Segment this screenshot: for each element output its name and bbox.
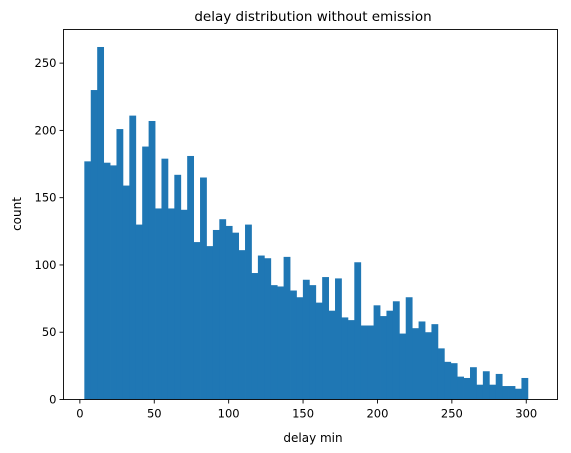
histogram-bar bbox=[270, 285, 278, 400]
histogram-bar bbox=[245, 224, 252, 400]
histogram-bar bbox=[450, 363, 458, 400]
x-axis: 0 50 100 150 200 250 300 bbox=[76, 399, 537, 421]
histogram-bar bbox=[328, 310, 336, 400]
histogram-bar bbox=[418, 321, 426, 400]
histogram-bar bbox=[341, 317, 349, 400]
histogram-bar bbox=[84, 161, 92, 400]
histogram-bar bbox=[155, 208, 162, 400]
histogram-bar bbox=[135, 224, 143, 400]
histogram-bar bbox=[200, 177, 207, 400]
histogram-bar bbox=[373, 305, 381, 400]
histogram-bar bbox=[219, 219, 227, 400]
histogram-bar bbox=[116, 129, 124, 400]
histogram-bar bbox=[238, 250, 246, 400]
histogram-bar bbox=[367, 325, 374, 400]
histogram-bar bbox=[90, 90, 98, 400]
x-tick-label: 0 bbox=[76, 407, 83, 421]
histogram-bar bbox=[167, 208, 175, 400]
histogram-bars bbox=[84, 46, 529, 400]
y-axis-label: count bbox=[10, 197, 24, 231]
y-tick-label: 100 bbox=[35, 258, 57, 272]
y-tick-label: 0 bbox=[49, 393, 56, 407]
histogram-bar bbox=[437, 348, 445, 400]
histogram-bar bbox=[97, 46, 105, 400]
histogram-bar bbox=[405, 297, 413, 400]
histogram-bar bbox=[347, 320, 355, 400]
histogram-bar bbox=[193, 242, 201, 400]
histogram-bar bbox=[148, 120, 156, 400]
histogram-bar bbox=[322, 277, 329, 400]
histogram-bar bbox=[476, 384, 484, 400]
y-axis: 0 50 100 150 200 250 bbox=[35, 56, 64, 407]
histogram-bar bbox=[251, 273, 259, 400]
histogram-bar bbox=[257, 255, 265, 400]
histogram-bar bbox=[380, 316, 387, 400]
y-tick-label: 250 bbox=[35, 56, 57, 70]
x-tick-label: 100 bbox=[218, 407, 240, 421]
histogram-bar bbox=[489, 384, 497, 400]
x-tick-label: 300 bbox=[515, 407, 537, 421]
y-tick-label: 50 bbox=[42, 325, 57, 339]
histogram-bar bbox=[174, 174, 182, 400]
histogram-bar bbox=[309, 285, 317, 400]
histogram-bar bbox=[521, 377, 529, 400]
histogram-bar bbox=[212, 229, 220, 400]
x-tick-label: 150 bbox=[292, 407, 314, 421]
chart-title: delay distribution without emission bbox=[194, 9, 431, 25]
histogram-bar bbox=[302, 279, 310, 400]
y-tick-label: 150 bbox=[35, 191, 57, 205]
histogram-bar bbox=[225, 225, 233, 400]
histogram-bar bbox=[122, 185, 130, 400]
histogram-bar bbox=[444, 361, 452, 400]
histogram-bar bbox=[161, 158, 169, 400]
histogram-bar bbox=[463, 377, 471, 400]
histogram-bar bbox=[335, 278, 342, 400]
histogram-bar bbox=[502, 386, 509, 400]
histogram-bar bbox=[129, 115, 137, 400]
histogram-bar bbox=[392, 301, 400, 400]
histogram-bar bbox=[264, 258, 272, 400]
histogram-bar bbox=[412, 328, 419, 400]
histogram-bar bbox=[110, 165, 117, 400]
histogram-bar bbox=[296, 297, 304, 400]
histogram-bar bbox=[103, 162, 111, 400]
histogram-bar bbox=[315, 302, 323, 400]
x-tick-label: 50 bbox=[147, 407, 162, 421]
histogram-bar bbox=[431, 324, 439, 400]
histogram-bar bbox=[290, 290, 297, 400]
x-axis-label: delay min bbox=[283, 431, 342, 445]
histogram-bar bbox=[495, 373, 503, 400]
histogram-bar bbox=[283, 256, 291, 400]
histogram-bar bbox=[425, 332, 432, 400]
histogram-bar bbox=[180, 209, 188, 400]
histogram-bar bbox=[457, 376, 464, 400]
histogram-bar bbox=[354, 262, 362, 400]
y-tick-label: 200 bbox=[35, 123, 57, 137]
histogram-bar bbox=[142, 146, 150, 400]
histogram-bar bbox=[187, 155, 195, 400]
histogram-bar bbox=[515, 388, 522, 400]
histogram-bar bbox=[508, 386, 516, 400]
histogram-bar bbox=[399, 333, 407, 400]
histogram-bar bbox=[386, 310, 394, 400]
plot-frame bbox=[63, 29, 558, 400]
histogram-bar bbox=[206, 246, 214, 400]
histogram-bar bbox=[360, 325, 368, 400]
histogram-bar bbox=[482, 371, 490, 400]
histogram-bar bbox=[470, 367, 477, 400]
x-tick-label: 250 bbox=[441, 407, 463, 421]
histogram-bar bbox=[277, 286, 284, 400]
x-tick-label: 200 bbox=[366, 407, 388, 421]
histogram-bar bbox=[232, 232, 240, 400]
